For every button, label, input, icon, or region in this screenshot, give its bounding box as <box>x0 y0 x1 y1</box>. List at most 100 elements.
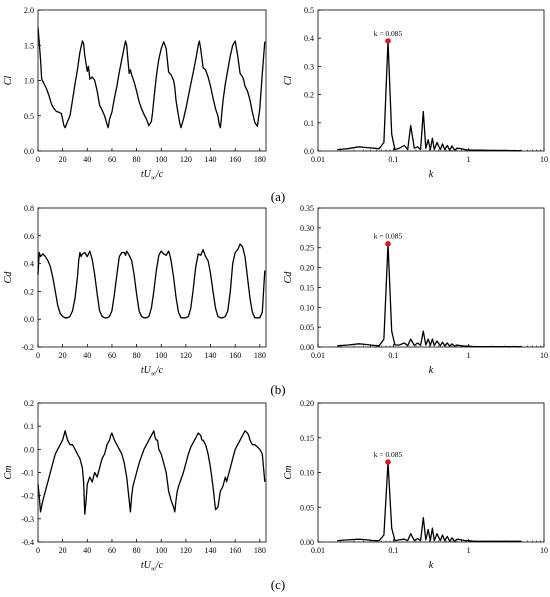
plot-frame <box>37 207 267 348</box>
x-tick-label: 60 <box>108 351 116 360</box>
chart-5: -0.4 -0.3 -0.2 -0.1 0.0 0.1 0.2 0 20 40 60 80 100 120… <box>3 399 267 573</box>
x-tick-label: 40 <box>83 546 91 555</box>
y-axis-label: Cl <box>3 76 14 86</box>
x-tick-label: 20 <box>59 155 67 164</box>
x-tick-label: 0.01 <box>311 351 325 360</box>
y-tick-label: 0.2 <box>24 287 34 296</box>
y-tick-label: 0.4 <box>304 34 314 43</box>
y-tick-label: 0.25 <box>300 244 314 253</box>
y-axis-label: Cd <box>3 271 14 284</box>
x-tick-label: 10 <box>540 351 548 360</box>
y-axis-label: Cd <box>283 271 294 284</box>
x-tick-label: 140 <box>205 351 217 360</box>
series-line <box>37 27 266 129</box>
y-tick-label: 0.05 <box>300 503 314 512</box>
x-tick-label: 20 <box>59 546 67 555</box>
peak-marker <box>385 240 391 247</box>
series-line <box>337 40 522 152</box>
x-tick-label: 40 <box>83 351 91 360</box>
y-axis-label: Cm <box>3 466 14 480</box>
x-axis-label: k <box>429 560 434 571</box>
x-tick-label: 180 <box>254 546 266 555</box>
y-tick-label: 0.00 <box>300 538 314 547</box>
y-tick-label: 0.2 <box>304 91 314 100</box>
x-tick-label: 1 <box>467 546 471 555</box>
x-tick-label: 80 <box>133 546 141 555</box>
y-tick-label: 0.30 <box>300 224 314 233</box>
plot-frame <box>37 402 267 543</box>
chart-2: 0.0 0.1 0.2 0.3 0.4 0.5 0.01 0.1 1 10 k = 0.085 k Cl <box>283 6 548 180</box>
chart-4: 0.00 0.05 0.10 0.15 0.20 0.25 0.30 0.35 0.01 0.1 1… <box>283 204 548 376</box>
x-tick-label: 0.1 <box>388 351 398 360</box>
y-tick-label: 0.8 <box>24 204 34 213</box>
y-tick-label: 0.20 <box>300 399 314 408</box>
series-line <box>37 430 266 515</box>
x-tick-label: 100 <box>155 546 167 555</box>
x-tick-label: 10 <box>540 155 548 164</box>
y-tick-label: 0.00 <box>300 343 314 352</box>
panel-label-b: (b) <box>270 382 285 397</box>
x-tick-label: 10 <box>540 546 548 555</box>
x-tick-label: 0.1 <box>388 546 398 555</box>
x-tick-label: 0.1 <box>388 155 398 164</box>
x-tick-label: 160 <box>229 546 241 555</box>
y-tick-label: 1.0 <box>24 77 34 86</box>
y-tick-label: 0.5 <box>24 112 34 121</box>
panel-label-a: (a) <box>271 189 285 204</box>
x-tick-label: 80 <box>133 155 141 164</box>
y-tick-label: 0.0 <box>24 445 34 454</box>
x-tick-label: 1 <box>467 351 471 360</box>
x-tick-label: 180 <box>254 351 266 360</box>
x-axis-label: k <box>429 365 434 376</box>
x-tick-label: 120 <box>180 546 192 555</box>
chart-1: 0.0 0.5 1.0 1.5 2.0 0 20 40 60 80 100 120 140 160 180 t… <box>3 6 267 182</box>
x-tick-label: 0.01 <box>311 546 325 555</box>
x-tick-label: 180 <box>254 155 266 164</box>
x-tick-label: 160 <box>229 351 241 360</box>
x-tick-label: 40 <box>83 155 91 164</box>
peak-label: k = 0.085 <box>374 29 403 38</box>
y-tick-label: 0.0 <box>24 315 34 324</box>
x-tick-label: 120 <box>180 155 192 164</box>
plot-frame <box>317 207 545 348</box>
x-tick-label: 0 <box>36 351 40 360</box>
y-tick-label: 0.4 <box>24 260 34 269</box>
x-axis-label: tU∞/c <box>141 169 164 182</box>
peak-marker <box>385 459 391 465</box>
x-tick-label: 160 <box>229 155 241 164</box>
x-tick-label: 100 <box>155 155 167 164</box>
y-tick-label: -0.1 <box>21 469 34 478</box>
y-tick-label: -0.4 <box>21 538 34 547</box>
x-tick-label: 1 <box>467 155 471 164</box>
y-tick-label: 0.3 <box>304 62 314 71</box>
peak-label: k = 0.085 <box>374 232 403 241</box>
x-tick-label: 140 <box>205 546 217 555</box>
y-tick-label: 0.05 <box>300 323 314 332</box>
series-line <box>37 243 266 319</box>
y-axis-label: Cm <box>283 466 294 480</box>
x-tick-label: 0.01 <box>311 155 325 164</box>
x-tick-label: 120 <box>180 351 192 360</box>
y-axis-label: Cl <box>283 76 294 86</box>
x-tick-label: 60 <box>108 546 116 555</box>
y-tick-label: 0.5 <box>304 6 314 15</box>
x-tick-label: 0 <box>36 155 40 164</box>
y-tick-label: -0.2 <box>21 343 34 352</box>
y-tick-label: -0.3 <box>21 515 34 524</box>
chart-6: 0.00 0.05 0.10 0.15 0.20 0.01 0.1 1 10 k = 0.085 k… <box>283 399 548 571</box>
y-tick-label: 2.0 <box>24 6 34 15</box>
x-axis-label: tU∞/c <box>141 365 164 378</box>
peak-marker <box>385 38 391 44</box>
x-tick-label: 140 <box>205 155 217 164</box>
series-line <box>337 461 522 542</box>
peak-label: k = 0.085 <box>374 450 403 459</box>
y-tick-label: 0.2 <box>24 399 34 408</box>
y-tick-label: 0.35 <box>300 204 314 213</box>
y-tick-label: 0.0 <box>304 147 314 156</box>
plot-frame <box>37 9 267 152</box>
y-tick-label: 0.1 <box>24 422 34 431</box>
charts-layer: 0.00.51.01.52.00 20 40 60 80 100 120 140 160 180t… <box>3 6 548 573</box>
chart-3: -0.2 0.0 0.2 0.4 0.6 0.8 0 20 40 60 80 100 120 140 160… <box>3 204 267 378</box>
y-tick-label: 0.0 <box>24 147 34 156</box>
